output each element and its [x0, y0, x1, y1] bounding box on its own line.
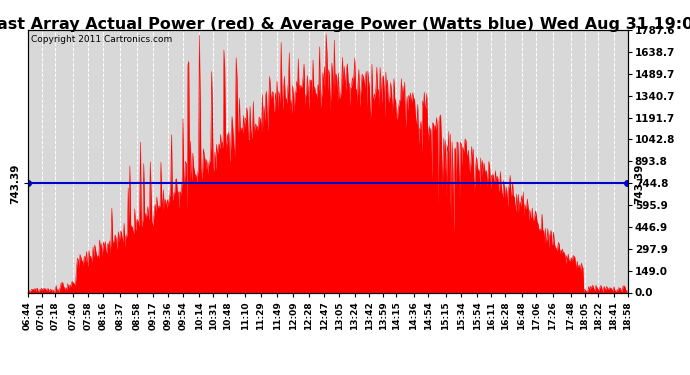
Text: 743.39: 743.39	[634, 163, 644, 204]
Text: Copyright 2011 Cartronics.com: Copyright 2011 Cartronics.com	[30, 35, 172, 44]
Text: East Array Actual Power (red) & Average Power (Watts blue) Wed Aug 31 19:01: East Array Actual Power (red) & Average …	[0, 17, 690, 32]
